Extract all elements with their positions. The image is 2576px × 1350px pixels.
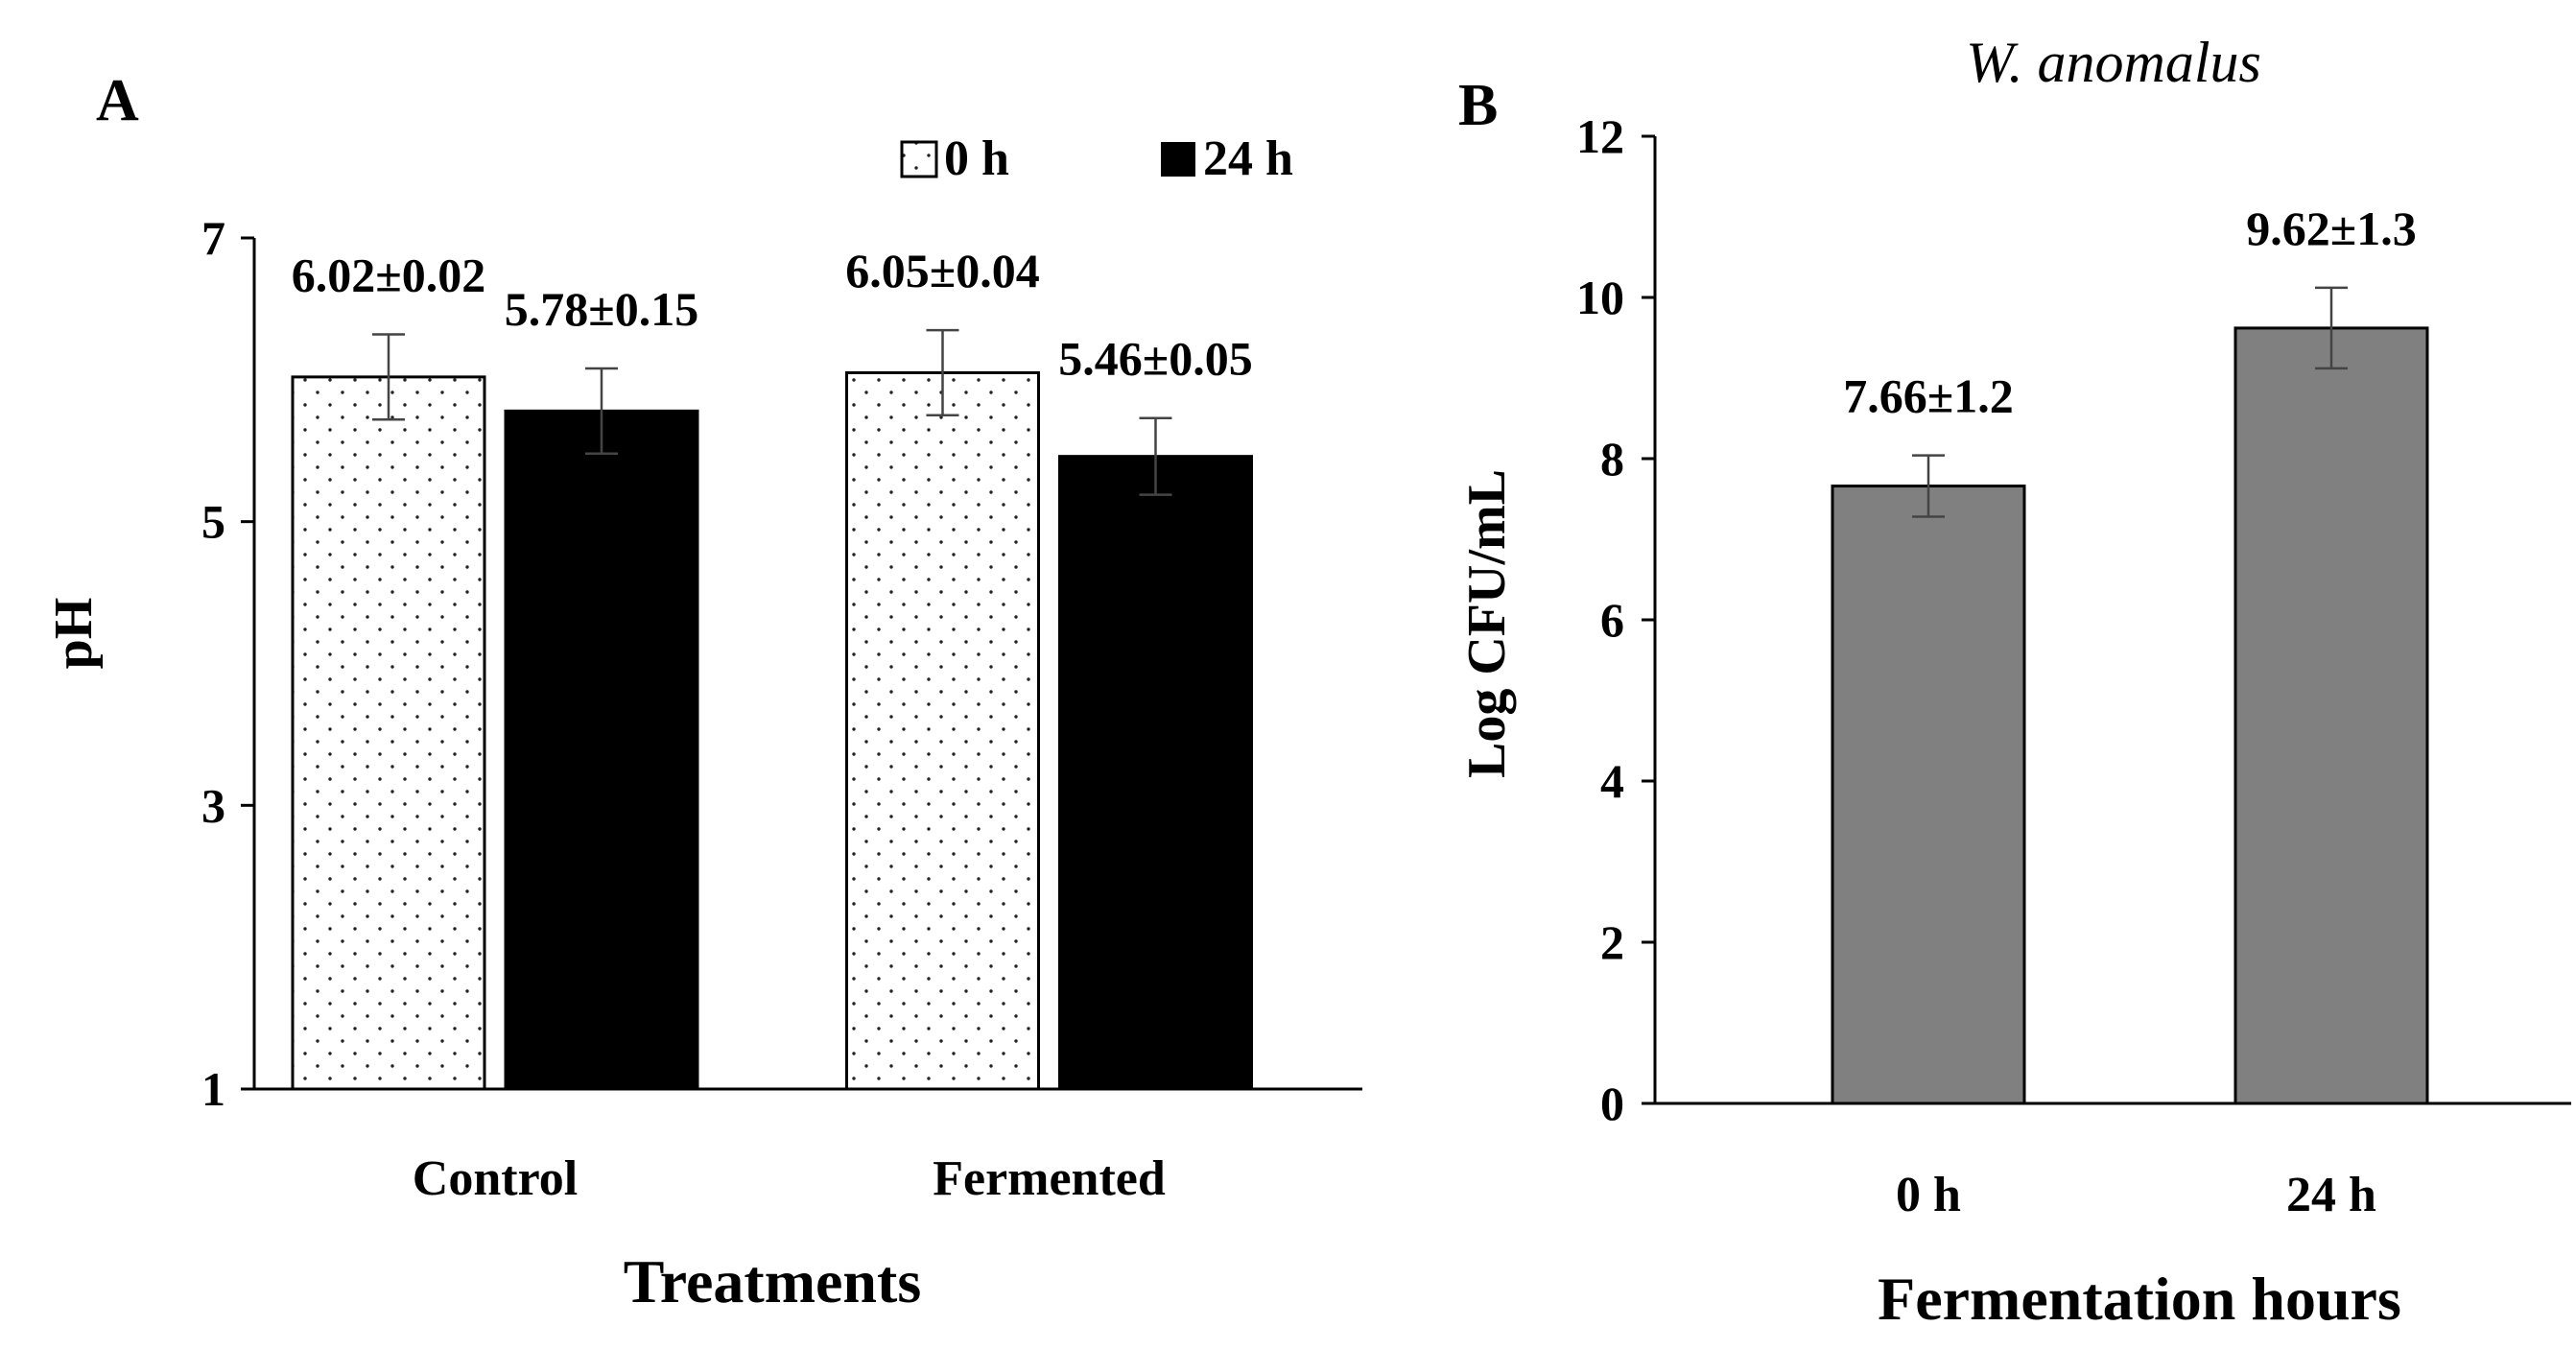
y-tick-label-a: 3 — [201, 778, 225, 832]
legend-swatch-24h — [1161, 142, 1195, 177]
y-ticks-b: 0 2 4 6 8 10 12 — [1576, 109, 1655, 1130]
bar-a-control-24h — [504, 409, 699, 1091]
error-bar-a — [926, 328, 959, 417]
bars-a: 6.02±0.02 5.78±0.15 6.05±0.04 5.46±0.05 — [291, 244, 1253, 1091]
bar-b-0h — [1831, 485, 2026, 1105]
legend-swatch-0h — [900, 140, 938, 178]
data-label-a: 5.46±0.05 — [1058, 332, 1252, 386]
category-label-b: 0 h — [1896, 1168, 1961, 1222]
legend-a: 0 h 24 h — [900, 131, 1293, 186]
data-label-b: 9.62±1.3 — [2246, 201, 2416, 255]
data-label-a: 6.02±0.02 — [292, 249, 485, 302]
error-bar-a — [585, 367, 618, 455]
y-tick-label-a: 7 — [201, 211, 225, 265]
data-label-a: 5.78±0.15 — [505, 282, 698, 336]
y-tick-label-b: 10 — [1576, 271, 1624, 324]
legend-label-24h: 24 h — [1203, 131, 1293, 186]
bars-b: 7.66±1.2 9.62±1.3 — [1831, 201, 2429, 1105]
panel-b-letter: B — [1458, 73, 1498, 138]
categories-b: 0 h 24 h — [1896, 1168, 2376, 1222]
panel-a: A 0 h 24 h 1 3 5 7 6.02±0.02 5.78±0.15 6.05±0… — [44, 68, 1362, 1315]
error-bar-b — [1912, 454, 1945, 518]
data-label-b: 7.66±1.2 — [1843, 369, 2013, 423]
y-tick-label-a: 5 — [201, 495, 225, 549]
y-tick-label-b: 6 — [1600, 593, 1624, 647]
y-axis-title-a: pH — [44, 598, 104, 670]
x-axis-title-b: Fermentation hours — [1878, 1265, 2401, 1333]
y-tick-label-b: 12 — [1576, 109, 1624, 163]
y-tick-label-a: 1 — [201, 1062, 225, 1116]
bar-b-24h — [2233, 326, 2429, 1105]
categories-a: Control Fermented — [413, 1151, 1166, 1206]
bar-a-control-0h — [291, 375, 486, 1091]
y-ticks-a: 1 3 5 7 — [201, 211, 254, 1116]
y-tick-label-b: 4 — [1600, 754, 1624, 808]
panel-b: B W. anomalus 0 2 4 6 8 10 12 7.66±1.2 9.62±1.3… — [1457, 31, 2571, 1333]
x-axis-title-a: Treatments — [624, 1247, 921, 1315]
bar-a-fermented-0h — [845, 370, 1040, 1091]
category-label-b: 24 h — [2286, 1168, 2376, 1222]
y-tick-label-b: 8 — [1600, 432, 1624, 486]
category-label-a: Control — [413, 1151, 578, 1206]
panel-a-letter: A — [96, 68, 139, 133]
legend-label-0h: 0 h — [944, 131, 1009, 186]
y-tick-label-b: 0 — [1600, 1077, 1624, 1130]
error-bar-a — [1139, 416, 1172, 496]
y-tick-label-b: 2 — [1600, 915, 1624, 969]
data-label-a: 6.05±0.04 — [845, 244, 1039, 297]
error-bar-a — [372, 333, 405, 421]
error-bar-b — [2315, 286, 2348, 370]
y-axis-title-b: Log CFU/mL — [1457, 469, 1517, 778]
category-label-a: Fermented — [933, 1151, 1166, 1206]
chart-b-title: W. anomalus — [1966, 31, 2261, 94]
bar-a-fermented-24h — [1058, 455, 1253, 1091]
